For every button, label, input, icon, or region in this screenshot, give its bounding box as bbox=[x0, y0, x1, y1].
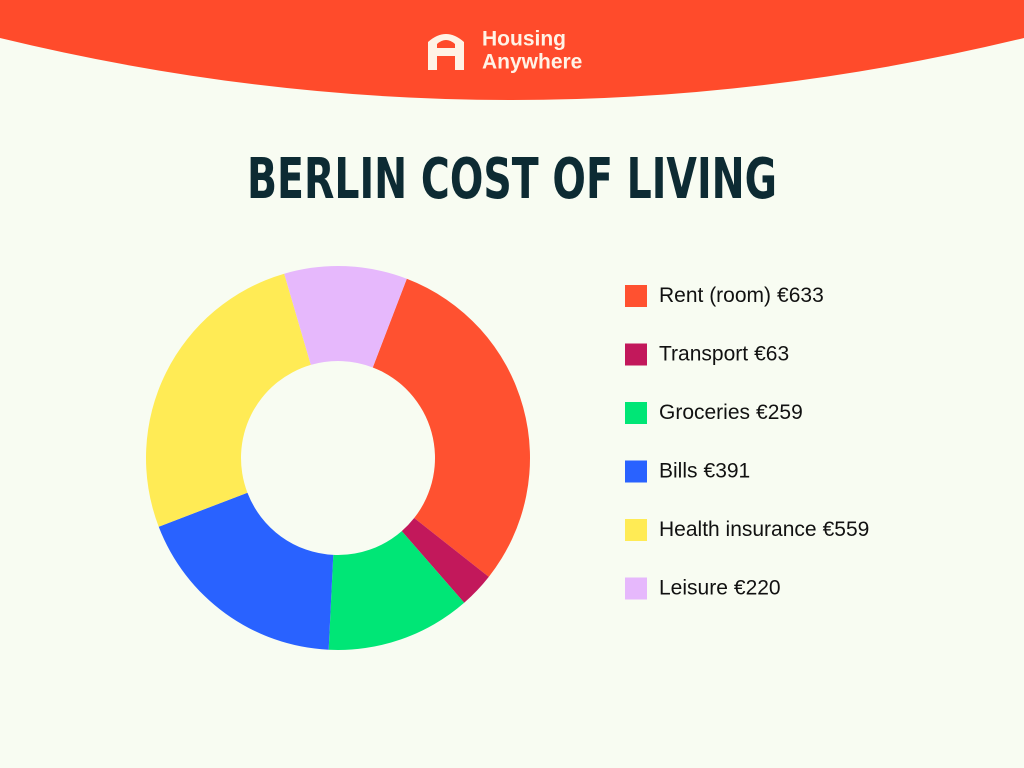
legend: Rent (room) €633 Transport €63 Groceries €259… bbox=[625, 284, 869, 600]
legend-label: Transport €63 bbox=[659, 342, 789, 365]
donut-slice bbox=[401, 518, 489, 603]
legend-swatch bbox=[625, 577, 647, 600]
donut-slice bbox=[284, 266, 407, 368]
legend-swatch bbox=[625, 402, 647, 424]
legend-swatch bbox=[625, 343, 647, 366]
donut-slice bbox=[372, 278, 531, 577]
legend-value: €633 bbox=[777, 284, 824, 307]
legend-value: €391 bbox=[704, 459, 751, 482]
legend-value: €559 bbox=[823, 518, 870, 541]
brand-text: Anywhere bbox=[482, 51, 582, 74]
donut-slice bbox=[158, 492, 334, 650]
header-band bbox=[0, 0, 1024, 100]
legend-swatch bbox=[625, 460, 647, 483]
donut-slice bbox=[145, 273, 311, 527]
legend-category: Bills bbox=[659, 459, 698, 482]
legend-label: Leisure €220 bbox=[659, 576, 781, 599]
donut-slice bbox=[328, 531, 465, 650]
donut bbox=[145, 266, 531, 650]
legend-value: €63 bbox=[754, 342, 789, 365]
legend-category: Transport bbox=[659, 342, 748, 365]
legend-category: Leisure bbox=[659, 576, 728, 599]
legend-swatch bbox=[625, 519, 647, 541]
legend-swatch bbox=[625, 285, 647, 307]
brand-text: Housing bbox=[482, 28, 566, 51]
legend-category: Rent (room) bbox=[659, 284, 771, 307]
legend-label: Groceries €259 bbox=[659, 401, 803, 424]
legend-category: Health insurance bbox=[659, 518, 817, 541]
legend-label: Rent (room) €633 bbox=[659, 284, 824, 307]
legend-value: €259 bbox=[756, 401, 803, 424]
chart-title: BERLIN COST OF LIVING bbox=[247, 147, 777, 212]
legend-label: Health insurance €559 bbox=[659, 518, 869, 541]
legend-value: €220 bbox=[734, 576, 781, 599]
legend-category: Groceries bbox=[659, 401, 750, 424]
logo-icon bbox=[428, 34, 464, 70]
legend-label: Bills €391 bbox=[659, 459, 750, 482]
